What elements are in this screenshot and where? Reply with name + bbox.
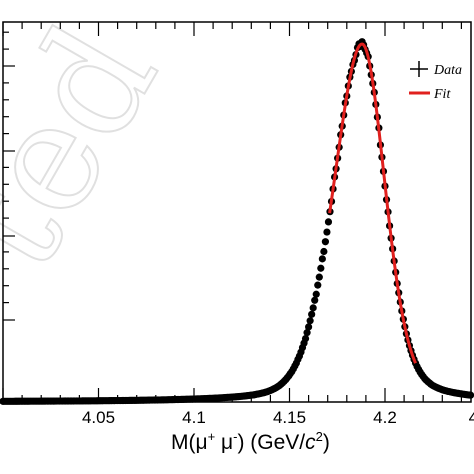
plot-border xyxy=(2,21,472,403)
data-point xyxy=(466,391,474,399)
data-point xyxy=(306,317,314,325)
data-point xyxy=(308,310,316,318)
data-point xyxy=(301,334,310,343)
data-point xyxy=(314,281,322,289)
data-point xyxy=(323,228,331,236)
legend: Data Fit xyxy=(409,61,462,102)
watermark: ted xyxy=(0,0,191,297)
fit-curve xyxy=(328,42,417,364)
data-point xyxy=(317,264,325,272)
data-point xyxy=(311,296,319,304)
data-points xyxy=(0,38,474,405)
data-point xyxy=(312,290,320,298)
x-axis-title: M(μ+ μ-) (GeV/c2) xyxy=(171,429,330,454)
plot-frame xyxy=(2,21,472,403)
x-tick-label: 4.2 xyxy=(373,408,397,427)
x-tick-label: 4.1 xyxy=(182,408,206,427)
data-point xyxy=(318,255,326,263)
data-point xyxy=(309,304,317,312)
legend-data-label: Data xyxy=(433,63,462,78)
data-point xyxy=(320,247,328,256)
data-point xyxy=(303,329,311,337)
data-point xyxy=(324,218,333,226)
data-point xyxy=(321,238,330,246)
data-point xyxy=(305,323,313,331)
x-tick-label: 4.2 xyxy=(469,408,474,427)
x-tick-label: 4.15 xyxy=(273,408,306,427)
legend-fit-label: Fit xyxy=(433,87,451,102)
x-tick-labels: 4.05 4.1 4.15 4.2 4.2 xyxy=(82,408,474,427)
data-point xyxy=(315,273,323,281)
x-tick-label: 4.05 xyxy=(82,408,115,427)
